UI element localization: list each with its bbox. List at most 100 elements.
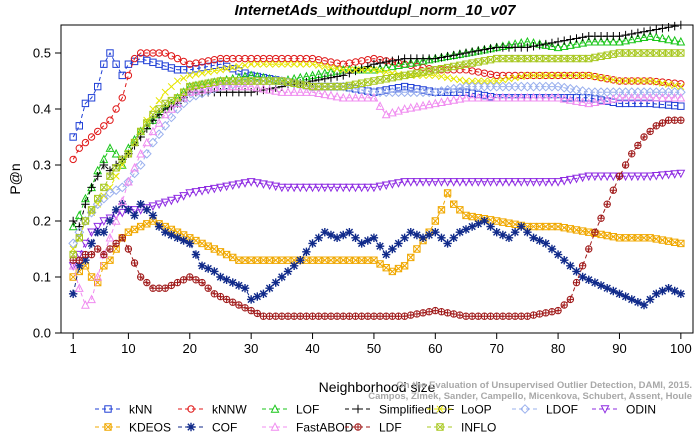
point-odin (381, 181, 391, 191)
legend: kNN kNNW LOF SimplifiedLOF LoOP LDOF ODIN KDEOS… (95, 403, 656, 434)
point-inflo (192, 81, 200, 90)
point-cof (461, 225, 471, 234)
point-loop (437, 72, 446, 81)
point-inflo (394, 72, 403, 81)
point-ldf (210, 290, 219, 298)
x-tick-label: 60 (428, 341, 442, 356)
point-knnw (161, 49, 169, 57)
point-cof (99, 228, 109, 237)
point-cof (664, 284, 673, 293)
point-fastabod (492, 92, 502, 102)
point-loop (296, 60, 304, 68)
point-cof (670, 286, 679, 296)
point-fastabod (455, 94, 465, 103)
point-ldf (615, 172, 624, 180)
point-fastabod (160, 109, 170, 119)
point-fastabod (572, 96, 581, 105)
point-loop (180, 74, 188, 82)
legend-label-simplifiedlof: SimplifiedLOF (379, 403, 454, 417)
point-ldf (241, 304, 249, 312)
point-simplifiedlof (382, 57, 391, 67)
point-ldf (634, 141, 642, 150)
point-odin (369, 183, 379, 193)
point-simplifiedlof (670, 21, 679, 31)
point-kdeos (388, 267, 397, 276)
point-loop (487, 77, 495, 85)
point-ldf (265, 312, 274, 320)
point-loop (480, 77, 488, 85)
point-cof (332, 233, 342, 242)
x-tick-label: 40 (305, 341, 319, 356)
point-ldf (535, 310, 544, 318)
point-knnw (167, 52, 176, 60)
point-simplifiedlof (486, 44, 495, 53)
series-odin (68, 169, 686, 271)
point-simplifiedlof (467, 47, 477, 57)
x-tick-label: 80 (551, 341, 565, 356)
point-loop (505, 75, 513, 83)
point-cof (590, 278, 600, 287)
point-cof (566, 261, 575, 270)
point-ldf (75, 256, 83, 264)
point-fastabod (541, 92, 551, 102)
point-ldf (486, 312, 495, 320)
point-knnw (69, 155, 77, 164)
point-kdeos (499, 218, 507, 226)
point-fastabod (173, 98, 182, 108)
point-odin (504, 178, 514, 187)
point-loop (609, 76, 617, 84)
point-inflo (87, 206, 96, 214)
point-odin (246, 178, 256, 187)
point-cof (572, 267, 581, 276)
point-fastabod (608, 94, 618, 103)
point-knn (75, 122, 83, 130)
point-ldf (572, 278, 581, 287)
series-line-loop (72, 63, 681, 250)
point-cof (240, 284, 250, 293)
point-odin (461, 178, 471, 187)
point-ldf (474, 312, 482, 320)
point-lof (400, 59, 410, 68)
point-odin (160, 198, 170, 208)
point-odin (314, 183, 324, 193)
point-lof (578, 38, 588, 47)
point-cof (375, 242, 385, 251)
series-loop (69, 60, 685, 253)
point-inflo (585, 54, 593, 63)
point-fastabod (363, 92, 373, 102)
point-lof (375, 63, 385, 73)
point-ldf (658, 119, 667, 127)
point-simplifiedlof (621, 30, 630, 40)
point-fastabod (185, 87, 195, 96)
x-tick-label: 10 (121, 341, 135, 356)
point-odin (621, 172, 631, 182)
point-odin (412, 178, 422, 187)
point-knnw (118, 94, 126, 102)
point-simplifiedlof (375, 58, 385, 68)
point-ldf (302, 312, 311, 320)
point-kdeos (204, 242, 212, 250)
series-line-lof (72, 35, 681, 227)
point-loop (210, 67, 218, 75)
point-ldof (559, 82, 570, 93)
point-cof (529, 233, 538, 242)
point-ldf (628, 150, 636, 158)
point-ldof (565, 83, 576, 94)
point-cof (547, 244, 557, 254)
point-odin (449, 178, 459, 187)
point-fastabod (658, 92, 667, 102)
point-lof (670, 35, 680, 45)
point-odin (173, 194, 182, 204)
x-tick-label: 20 (183, 341, 197, 356)
series-fastabod (68, 81, 686, 309)
point-inflo (173, 94, 182, 102)
point-inflo (609, 50, 618, 58)
point-fastabod (93, 272, 103, 281)
point-odin (99, 217, 109, 226)
legend-item-knn: kNN (95, 403, 152, 417)
point-ldf (621, 161, 630, 169)
point-lof (553, 42, 563, 52)
point-odin (148, 202, 158, 211)
point-odin (473, 178, 483, 187)
credit-line-authors: Campos, Zimek, Sander, Campello, Micenko… (368, 391, 692, 402)
